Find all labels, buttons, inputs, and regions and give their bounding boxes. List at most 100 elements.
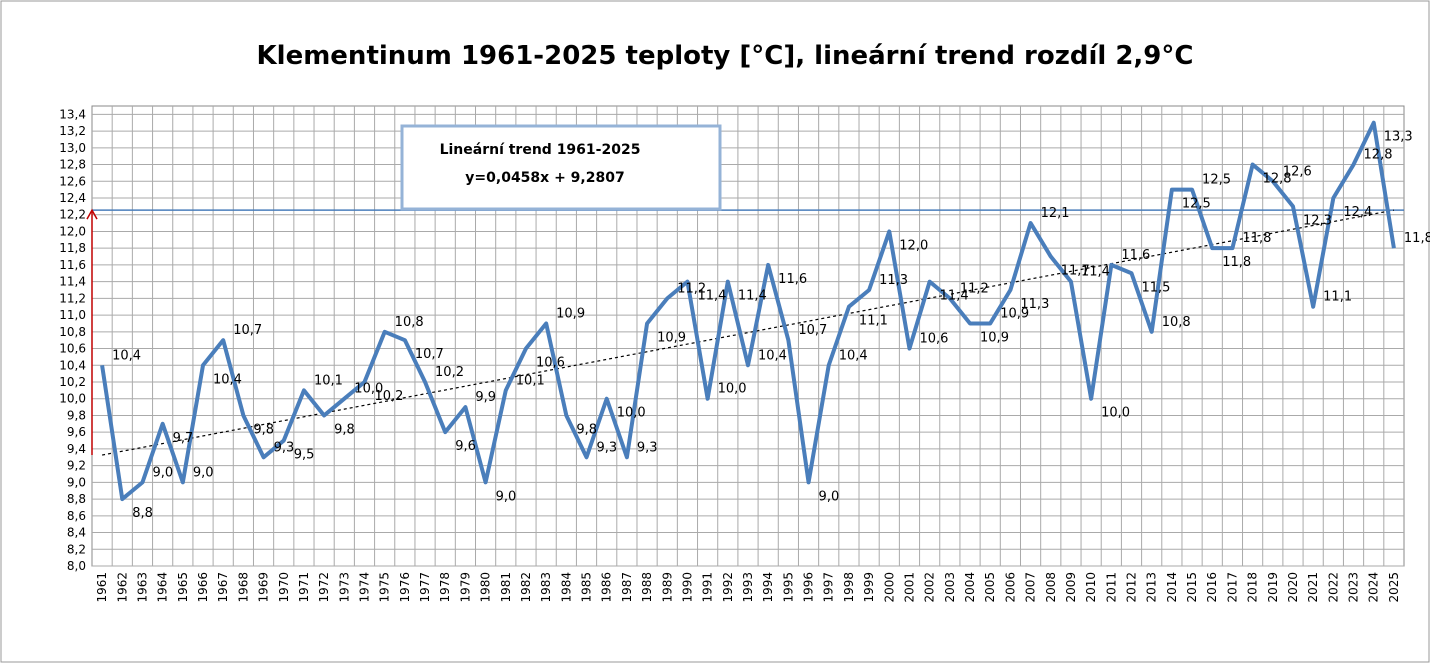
data-label: 11,1: [859, 314, 888, 329]
x-tick-label: 1983: [539, 572, 553, 603]
data-label: 12,1: [1041, 206, 1070, 221]
x-tick-label: 1967: [216, 572, 230, 603]
x-tick-label: 1961: [95, 572, 109, 603]
y-tick-label: 10,2: [59, 375, 86, 389]
y-tick-label: 8,2: [67, 542, 86, 556]
data-label: 10,7: [233, 323, 262, 338]
x-tick-label: 2011: [1104, 572, 1118, 603]
data-label: 10,2: [435, 365, 464, 380]
x-tick-label: 1978: [438, 572, 452, 603]
x-tick-label: 1987: [620, 572, 634, 603]
data-label: 9,0: [819, 489, 840, 504]
data-label: 11,3: [879, 273, 908, 288]
data-label: 10,0: [718, 382, 747, 397]
data-label: 9,7: [173, 431, 194, 446]
y-tick-label: 12,6: [59, 174, 86, 188]
y-tick-label: 8,6: [67, 509, 86, 523]
y-tick-label: 11,2: [59, 291, 86, 305]
data-label: 9,0: [496, 489, 517, 504]
x-tick-label: 1994: [761, 572, 775, 603]
data-label: 11,7: [1061, 264, 1090, 279]
x-tick-label: 2009: [1064, 572, 1078, 603]
x-tick-label: 1985: [580, 572, 594, 603]
y-tick-label: 12,0: [59, 224, 86, 238]
x-tick-label: 1972: [317, 572, 331, 603]
x-tick-label: 1999: [862, 572, 876, 603]
x-tick-label: 1962: [115, 572, 129, 603]
x-tick-label: 2022: [1326, 572, 1340, 603]
y-tick-label: 11,4: [59, 275, 86, 289]
x-tick-label: 1970: [277, 572, 291, 603]
x-tick-label: 1989: [660, 572, 674, 603]
y-tick-label: 10,4: [59, 358, 86, 372]
x-tick-label: 2010: [1084, 572, 1098, 603]
data-label: 9,0: [152, 465, 173, 480]
y-tick-label: 8,4: [67, 526, 86, 540]
x-tick-label: 1998: [842, 572, 856, 603]
data-label: 11,2: [677, 281, 706, 296]
plot-area: [91, 105, 1405, 567]
data-label: 10,6: [536, 356, 565, 371]
x-tick-label: 2018: [1246, 572, 1260, 603]
x-tick-label: 1974: [357, 572, 371, 603]
y-tick-label: 9,4: [67, 442, 86, 456]
x-tick-label: 1988: [640, 572, 654, 603]
x-tick-label: 1964: [156, 572, 170, 603]
x-tick-label: 1997: [822, 572, 836, 603]
data-label: 9,3: [274, 440, 295, 455]
y-tick-label: 9,0: [67, 475, 86, 489]
data-label: 11,5: [1142, 280, 1171, 295]
y-tick-label: 12,2: [59, 208, 86, 222]
data-label: 9,8: [334, 422, 355, 437]
x-tick-label: 1979: [458, 572, 472, 603]
x-tick-label: 1986: [600, 572, 614, 603]
data-label: 11,2: [960, 281, 989, 296]
data-label: 12,8: [1263, 172, 1292, 187]
x-tick-label: 1973: [337, 572, 351, 603]
data-label: 10,9: [1000, 306, 1029, 321]
y-tick-label: 9,8: [67, 408, 86, 422]
y-tick-label: 8,8: [67, 492, 86, 506]
x-tick-label: 2000: [882, 572, 896, 603]
x-tick-label: 1976: [398, 572, 412, 603]
data-label: 12,4: [1343, 205, 1372, 220]
y-tick-label: 13,4: [59, 107, 86, 121]
data-label: 10,7: [415, 347, 444, 362]
data-label: 11,4: [940, 289, 969, 304]
x-tick-label: 2006: [1003, 572, 1017, 603]
data-label: 10,6: [919, 332, 948, 347]
x-tick-label: 2001: [902, 572, 916, 603]
data-label: 10,0: [1101, 406, 1130, 421]
x-tick-label: 2003: [943, 572, 957, 603]
y-tick-label: 11,8: [59, 241, 86, 255]
x-tick-label: 2007: [1024, 572, 1038, 603]
data-label: 10,4: [758, 348, 787, 363]
x-tick-label: 1995: [781, 572, 795, 603]
x-tick-label: 1992: [721, 572, 735, 603]
x-tick-label: 2008: [1044, 572, 1058, 603]
data-label: 9,0: [193, 465, 214, 480]
x-tick-label: 2002: [923, 572, 937, 603]
y-tick-label: 12,4: [59, 191, 86, 205]
data-label: 9,5: [294, 448, 315, 463]
data-label: 11,1: [1323, 290, 1352, 305]
data-label: 10,8: [395, 315, 424, 330]
x-tick-label: 1968: [236, 572, 250, 603]
data-label: 11,6: [778, 272, 807, 287]
data-label: 11,4: [738, 289, 767, 304]
data-label: 10,0: [354, 382, 383, 397]
x-tick-label: 1981: [499, 572, 513, 603]
data-label: 8,8: [132, 506, 153, 521]
y-tick-label: 9,2: [67, 459, 86, 473]
y-tick-label: 10,0: [59, 392, 86, 406]
data-label: 11,4: [697, 289, 726, 304]
x-tick-label: 2004: [963, 572, 977, 603]
data-label: 11,6: [1121, 248, 1150, 263]
x-tick-label: 2024: [1367, 572, 1381, 603]
data-label: 12,3: [1303, 213, 1332, 228]
x-tick-label: 2014: [1165, 572, 1179, 603]
annotation: y=0,0458x + 9,2807: [465, 170, 624, 186]
data-label: 12,8: [1364, 148, 1393, 163]
annotation: Lineární trend 1961-2025: [440, 142, 641, 158]
